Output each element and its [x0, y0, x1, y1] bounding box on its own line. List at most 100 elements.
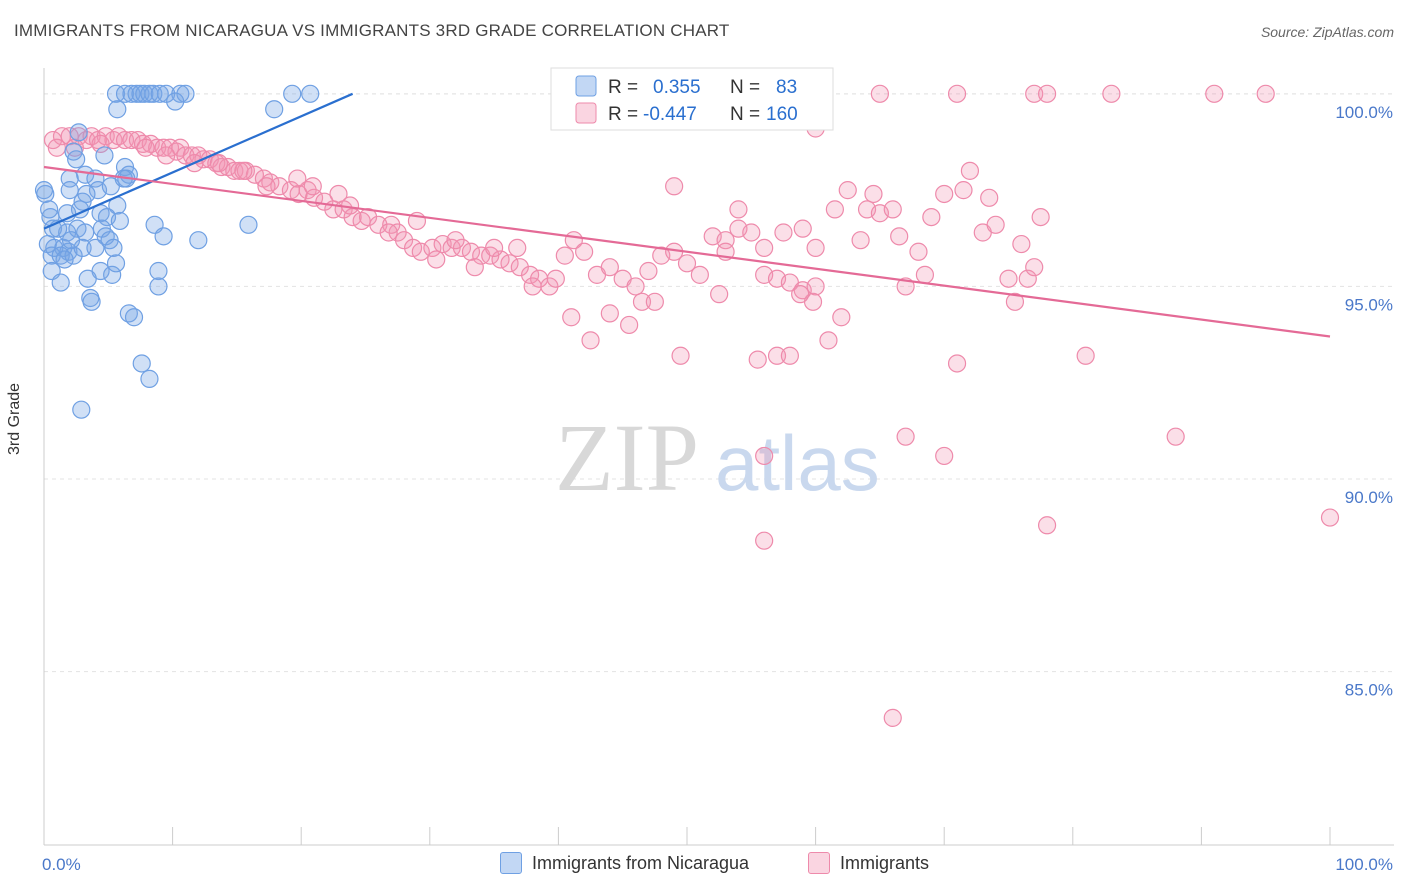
chart-title: IMMIGRANTS FROM NICARAGUA VS IMMIGRANTS …	[14, 21, 730, 40]
point-immigrants-111	[632, 292, 652, 311]
point-immigrants-117	[780, 346, 799, 365]
point-immigrants-143	[1025, 258, 1044, 277]
point-immigrants-140	[1005, 292, 1025, 311]
point-immigrants-141	[1012, 234, 1031, 254]
point-immigrants-118	[819, 331, 838, 350]
point-immigrants-52	[288, 169, 307, 188]
point-immigrants-101	[742, 223, 761, 242]
point-immigrants-106	[806, 277, 825, 296]
legend-r-label-0: R =	[608, 77, 638, 98]
point-immigrants-51	[257, 177, 276, 196]
y-tick-label-0: 85.0%	[1345, 681, 1393, 700]
point-immigrants-45	[91, 134, 110, 153]
point-nicaragua-81	[69, 123, 88, 142]
point-immigrants-85	[546, 269, 565, 288]
point-immigrants-159	[1256, 84, 1275, 103]
point-immigrants-149	[825, 200, 844, 219]
trend-line-nicaragua	[43, 92, 354, 230]
watermark-zip: ZIP	[555, 404, 699, 511]
legend-item-nicaragua: Immigrants from Nicaragua	[500, 852, 749, 874]
point-immigrants-56	[358, 207, 378, 227]
point-immigrants-124	[774, 223, 793, 242]
point-nicaragua-78	[61, 231, 81, 250]
point-immigrants-134	[954, 181, 973, 200]
point-immigrants-53	[303, 177, 322, 196]
point-immigrants-34	[270, 177, 289, 196]
point-immigrants-96	[677, 254, 697, 273]
point-immigrants-110	[620, 315, 639, 335]
point-immigrants-73	[521, 265, 540, 284]
point-immigrants-119	[832, 308, 851, 327]
point-immigrants-79	[427, 250, 446, 269]
point-immigrants-115	[748, 350, 767, 369]
point-immigrants-131	[909, 242, 928, 261]
legend-n-value-0: 83	[776, 77, 797, 98]
stats-legend: R = 0.355 N = 83 R = -0.447 N = 160	[550, 67, 834, 131]
legend-swatch-immigrants	[808, 852, 830, 874]
point-immigrants-10	[115, 130, 135, 150]
point-nicaragua-77	[106, 254, 126, 273]
point-nicaragua-79	[86, 238, 105, 258]
legend-n-label-0: N =	[730, 77, 760, 98]
point-nicaragua-65	[149, 277, 168, 296]
point-nicaragua-15	[166, 92, 185, 111]
point-immigrants-76	[47, 138, 66, 157]
point-immigrants-144	[1031, 207, 1050, 227]
legend-r-label-1: R =	[608, 104, 638, 125]
point-immigrants-46	[136, 138, 155, 157]
point-immigrants-167	[1037, 516, 1057, 535]
legend-swatch-nicaragua	[500, 852, 522, 874]
series-nicaragua-points	[34, 84, 320, 419]
point-immigrants-107	[562, 308, 581, 327]
point-immigrants-114	[710, 285, 729, 304]
point-immigrants-67	[461, 242, 481, 261]
point-nicaragua-69	[124, 308, 144, 327]
legend-label-nicaragua: Immigrants from Nicaragua	[532, 852, 750, 873]
point-immigrants-156	[1037, 84, 1057, 103]
point-immigrants-63	[423, 238, 442, 258]
watermark-atlas: atlas	[715, 419, 880, 507]
point-immigrants-154	[947, 84, 967, 103]
point-nicaragua-7	[144, 84, 163, 103]
grid-lines	[44, 93, 1394, 673]
point-nicaragua-14	[108, 100, 127, 119]
point-immigrants-88	[575, 242, 594, 261]
legend-n-value-1: 160	[766, 104, 798, 125]
point-nicaragua-73	[34, 181, 54, 200]
point-immigrants-151	[755, 238, 774, 258]
point-immigrants-62	[411, 242, 430, 261]
point-immigrants-92	[626, 277, 645, 296]
point-nicaragua-58	[55, 250, 74, 269]
point-immigrants-133	[935, 184, 954, 204]
point-immigrants-162	[1076, 346, 1095, 365]
point-immigrants-54	[329, 184, 348, 204]
point-immigrants-139	[999, 269, 1018, 288]
point-immigrants-158	[1205, 84, 1224, 103]
point-immigrants-145	[890, 227, 909, 246]
point-immigrants-113	[671, 346, 690, 365]
legend-label-immigrants: Immigrants	[840, 852, 930, 873]
trend-line-immigrants	[43, 165, 1331, 338]
point-immigrants-70	[491, 250, 510, 269]
point-nicaragua-40	[239, 215, 258, 234]
point-immigrants-31	[245, 165, 265, 184]
point-immigrants-49	[209, 154, 228, 173]
point-immigrants-130	[864, 184, 883, 204]
x-tick-label-0: 0.0%	[42, 855, 81, 874]
point-immigrants-148	[851, 231, 870, 250]
point-immigrants-138	[986, 215, 1005, 234]
point-nicaragua-60	[149, 261, 168, 281]
point-immigrants-82	[485, 238, 504, 258]
point-nicaragua-63	[103, 265, 122, 284]
point-nicaragua-11	[176, 84, 195, 103]
series-immigrants-points	[43, 84, 1340, 727]
point-immigrants-71	[500, 254, 519, 273]
point-nicaragua-38	[110, 211, 129, 231]
point-nicaragua-67	[82, 292, 101, 311]
point-immigrants-116	[767, 346, 787, 365]
point-nicaragua-70	[132, 354, 151, 373]
point-nicaragua-54	[104, 238, 123, 258]
point-nicaragua-48	[154, 227, 173, 246]
point-immigrants-166	[1166, 427, 1185, 446]
